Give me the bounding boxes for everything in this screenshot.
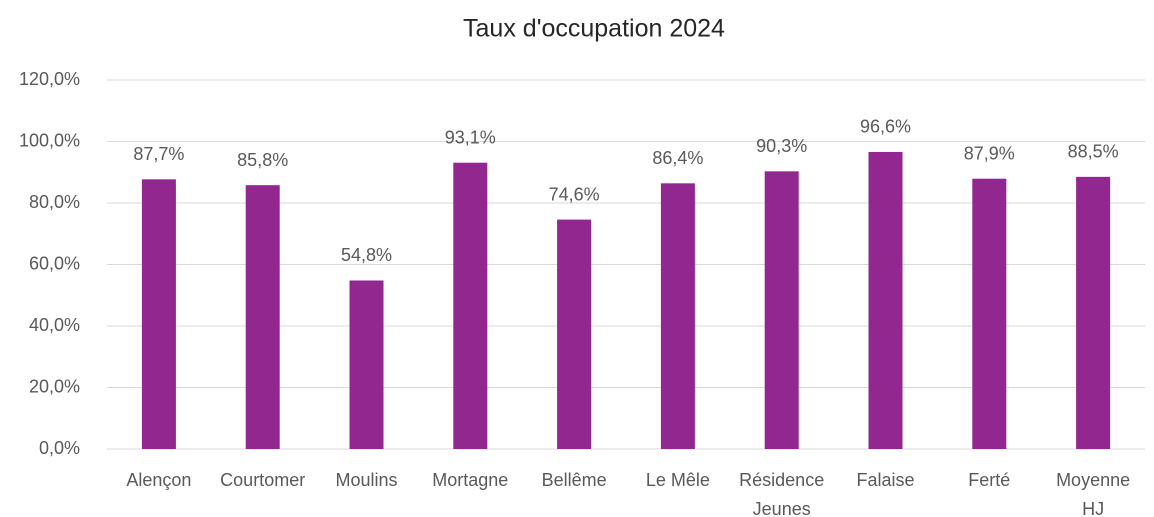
data-label: 90,3% [756,136,807,156]
data-label: 86,4% [652,148,703,168]
data-label: 74,6% [549,184,600,204]
x-tick-label: Mortagne [432,470,508,490]
bar [764,171,799,449]
data-label: 54,8% [341,245,392,265]
data-label: 88,5% [1068,142,1119,162]
x-tick-label: Ferté [968,470,1010,490]
y-tick-label: 80,0% [29,192,80,212]
bar [660,183,695,449]
bar [557,219,592,449]
y-tick-label: 20,0% [29,376,80,396]
data-label: 96,6% [860,117,911,137]
bar [868,151,903,449]
chart-title: Taux d'occupation 2024 [463,15,725,43]
x-tick-label: Résidence Jeunes [739,470,824,517]
bar [972,178,1007,449]
bar [141,179,176,449]
data-label: 93,1% [445,127,496,147]
bar [245,185,280,450]
x-tick-label: Le Mêle [646,470,710,490]
data-label: 87,7% [133,144,184,164]
x-tick-label: Falaise [856,470,914,490]
y-tick-label: 60,0% [29,253,80,273]
x-tick-label: Alençon [126,470,191,490]
data-label: 85,8% [237,150,288,170]
y-tick-label: 120,0% [19,69,80,89]
x-tick-label: Moyenne HJ [1056,470,1130,517]
x-tick-label: Courtomer [220,470,305,490]
y-tick-label: 40,0% [29,315,80,335]
bar [349,280,384,449]
y-tick-label: 0,0% [39,438,80,458]
bar [453,162,488,449]
data-label: 87,9% [964,143,1015,163]
x-tick-label: Bellême [542,470,607,490]
y-tick-label: 100,0% [19,130,80,150]
x-tick-label: Moulins [335,470,397,490]
bar [1076,176,1111,450]
